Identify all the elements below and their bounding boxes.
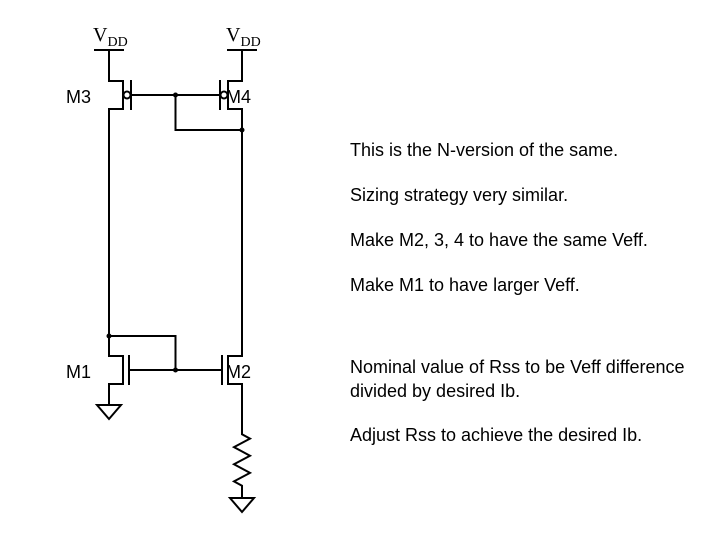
vdd-left-label: VDD (93, 24, 128, 51)
m1-label: M1 (66, 362, 91, 383)
note-line-1: This is the N-version of the same. (350, 140, 618, 161)
note-line-2: Sizing strategy very similar. (350, 185, 568, 206)
m2-label: M2 (226, 362, 251, 383)
m4-label: M4 (226, 87, 251, 108)
vdd-right-label: VDD (226, 24, 261, 51)
note-line-3: Make M2, 3, 4 to have the same Veff. (350, 230, 648, 251)
note-line-5: Nominal value of Rss to be Veff differen… (350, 355, 700, 404)
note-line-4: Make M1 to have larger Veff. (350, 275, 580, 296)
note-line-6: Adjust Rss to achieve the desired Ib. (350, 425, 642, 446)
m3-label: M3 (66, 87, 91, 108)
circuit-diagram (0, 0, 720, 540)
